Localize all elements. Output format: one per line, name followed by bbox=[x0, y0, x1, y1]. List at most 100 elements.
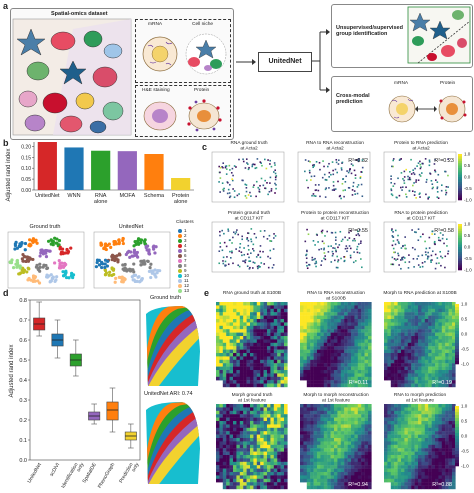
panel-e-pixel bbox=[267, 427, 271, 432]
panel-e-pixel bbox=[229, 455, 234, 459]
panel-c-spot bbox=[243, 247, 245, 249]
panel-e-pixel bbox=[431, 404, 436, 408]
panel-e-pixel bbox=[323, 342, 328, 347]
panel-c-spot bbox=[227, 228, 229, 231]
panel-e-pixel bbox=[431, 373, 436, 377]
panel-e-pixel bbox=[270, 332, 274, 337]
panel-e-pixel bbox=[239, 417, 244, 422]
panel-e-pixel bbox=[317, 336, 321, 340]
panel-e-pixel bbox=[280, 315, 285, 320]
panel-e-pixel bbox=[397, 407, 402, 411]
panel-e-pixel bbox=[421, 363, 425, 367]
panel-e-pixel bbox=[270, 478, 274, 483]
panel-e-pixel bbox=[347, 427, 352, 432]
panel-e-pixel bbox=[330, 458, 335, 462]
panel-e-pixel bbox=[260, 482, 264, 486]
panel-e-pixel bbox=[320, 414, 324, 418]
panel-e-pixel bbox=[351, 308, 355, 313]
panel-e-pixel bbox=[384, 308, 388, 313]
panel-e-pixel bbox=[418, 461, 422, 466]
colorbar-tick-label: -0.5 bbox=[464, 256, 472, 261]
panel-e-pixel bbox=[320, 370, 324, 374]
panel-e-pixel bbox=[361, 383, 365, 388]
panel-e-pixel bbox=[354, 431, 358, 435]
panel-e-pixel bbox=[340, 458, 345, 462]
panel-e-pixel bbox=[414, 342, 419, 347]
panel-e-pixel bbox=[323, 302, 328, 306]
panel-e-pixel bbox=[260, 359, 264, 364]
panel-e-pixel bbox=[448, 336, 453, 340]
panel-e-pixel bbox=[246, 404, 251, 408]
panel-e-pixel bbox=[337, 370, 341, 374]
panel-e-pixel bbox=[407, 353, 412, 357]
panel-e-pixel bbox=[222, 461, 227, 466]
panel-e-pixel bbox=[347, 302, 352, 306]
umap-point bbox=[110, 266, 114, 270]
panel-e-pixel bbox=[317, 434, 321, 439]
panel-e-pixel bbox=[368, 312, 372, 316]
panel-e-pixel bbox=[452, 315, 456, 320]
panel-e-pixel bbox=[300, 376, 304, 381]
panel-e-pixel bbox=[418, 431, 422, 435]
panel-e-pixel bbox=[222, 339, 227, 343]
panel-e-pixel bbox=[260, 414, 264, 418]
panel-e-pixel bbox=[256, 322, 261, 326]
panel-e-pixel bbox=[351, 421, 355, 425]
panel-e-pixel bbox=[334, 475, 338, 479]
cluster-legend-item: 5 bbox=[178, 248, 200, 253]
panel-e-pixel bbox=[357, 461, 362, 466]
umap-point bbox=[140, 276, 144, 281]
panel-e-pixel bbox=[306, 431, 311, 435]
panel-e-pixel bbox=[284, 342, 288, 347]
panel-e-pixel bbox=[384, 455, 388, 459]
panel-e-pixel bbox=[445, 448, 449, 452]
panel-e-pixel bbox=[357, 434, 362, 439]
panel-e-pixel bbox=[357, 359, 362, 364]
panel-c-spot bbox=[305, 254, 307, 257]
panel-e-pixel bbox=[445, 455, 449, 459]
panel-e-pixel bbox=[270, 482, 274, 486]
panel-e-pixel bbox=[337, 322, 341, 326]
panel-c-spot bbox=[232, 236, 234, 239]
panel-e-pixel bbox=[222, 315, 227, 320]
umap-ground-truth bbox=[7, 231, 85, 289]
panel-e-pixel bbox=[404, 434, 408, 439]
panel-e-pixel bbox=[438, 319, 442, 323]
panel-e-pixel bbox=[337, 319, 341, 323]
panel-e-pixel bbox=[428, 485, 432, 490]
panel-e-pixel bbox=[344, 342, 348, 347]
panel-c-spot bbox=[439, 250, 441, 253]
panel-c-spot bbox=[243, 260, 246, 262]
panel-e-pixel bbox=[428, 451, 432, 456]
panel-e-pixel bbox=[222, 366, 227, 371]
panel-e-pixel bbox=[441, 478, 446, 483]
panel-c-spot bbox=[408, 261, 411, 263]
panel-e-pixel bbox=[357, 332, 362, 337]
panel-e-pixel bbox=[354, 366, 358, 371]
panel-e-pixel bbox=[306, 353, 311, 357]
panel-e-pixel bbox=[384, 458, 388, 462]
panel-e-pixel bbox=[280, 427, 285, 432]
panel-e-pixel bbox=[418, 336, 422, 340]
panel-e-pixel bbox=[414, 373, 419, 377]
panel-e-pixel bbox=[357, 329, 362, 333]
umap-point bbox=[13, 243, 18, 248]
panel-e-pixel bbox=[253, 404, 257, 408]
panel-c-spot bbox=[253, 233, 256, 235]
panel-e-pixel bbox=[340, 472, 345, 476]
panel-e-pixel bbox=[347, 346, 352, 350]
panel-e-pixel bbox=[347, 329, 352, 333]
panel-e-pixel bbox=[407, 363, 412, 367]
umap-point bbox=[100, 265, 104, 270]
panel-e-pixel bbox=[303, 356, 307, 360]
panel-e-pixel bbox=[216, 478, 220, 483]
panel-e-pixel bbox=[219, 325, 223, 330]
panel-e-pixel bbox=[280, 376, 285, 381]
panel-c-spot bbox=[356, 186, 359, 188]
panel-c-spot bbox=[335, 236, 337, 239]
box-category-label: only bbox=[131, 462, 141, 473]
panel-e-pixel bbox=[401, 363, 405, 367]
colorbar-segment bbox=[458, 228, 462, 232]
colorbar-e0: 1.00.50.0-0.5-1.0 bbox=[455, 302, 469, 367]
panel-e-pixel bbox=[340, 427, 345, 432]
